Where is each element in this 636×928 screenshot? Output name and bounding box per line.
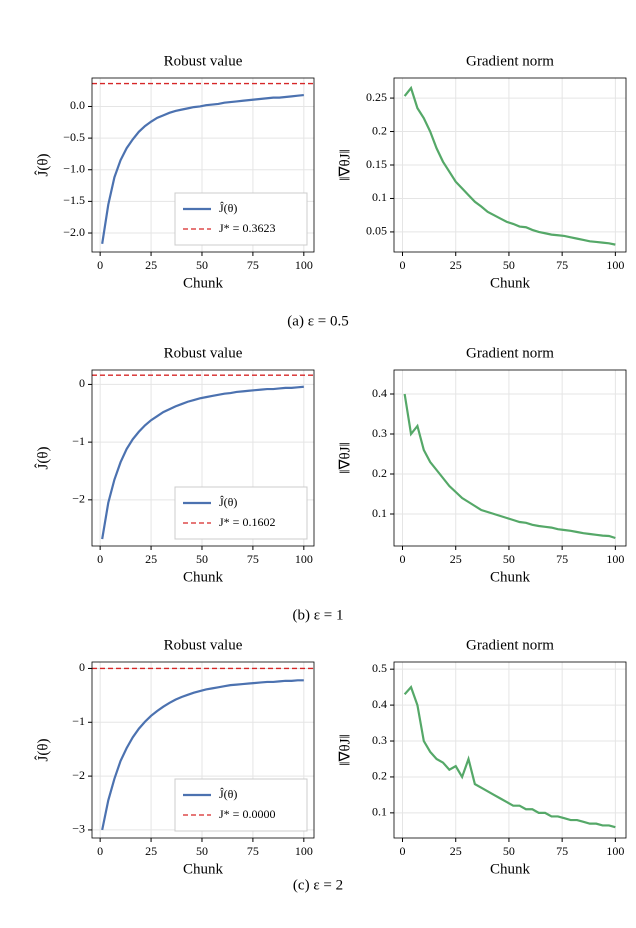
y-tick-label: −3 bbox=[72, 822, 85, 836]
y-axis-label: Ĵ(θ) bbox=[34, 446, 51, 469]
x-tick-label: 25 bbox=[450, 844, 462, 858]
plot-frame bbox=[91, 369, 315, 547]
x-tick-label: 25 bbox=[145, 552, 157, 566]
y-tick-label: −1 bbox=[72, 714, 85, 728]
plot-frame bbox=[393, 661, 627, 839]
y-tick-label: 0.1 bbox=[372, 805, 387, 819]
x-tick-label: 75 bbox=[556, 258, 568, 272]
x-axis-label: Chunk bbox=[490, 861, 531, 877]
y-tick-label: 0.4 bbox=[372, 386, 387, 400]
y-tick-label: −2 bbox=[72, 768, 85, 782]
chart-title: Robust value bbox=[164, 345, 243, 361]
x-tick-label: 0 bbox=[97, 258, 103, 272]
legend-label: J* = 0.3623 bbox=[219, 221, 275, 235]
y-axis-label: Ĵ(θ) bbox=[34, 153, 51, 176]
data-line bbox=[403, 685, 616, 829]
x-axis-label: Chunk bbox=[183, 861, 224, 877]
x-tick-label: 0 bbox=[400, 258, 406, 272]
plot-frame bbox=[393, 77, 627, 253]
data-line bbox=[403, 85, 616, 246]
y-tick-label: 0.2 bbox=[372, 466, 387, 480]
plot-frame bbox=[91, 77, 315, 253]
data-line bbox=[403, 393, 616, 540]
y-axis-label: Ĵ(θ) bbox=[34, 738, 51, 761]
x-tick-label: 100 bbox=[295, 258, 313, 272]
x-tick-label: 50 bbox=[503, 552, 515, 566]
legend-label: Ĵ(θ) bbox=[219, 787, 237, 801]
chart-title: Gradient norm bbox=[466, 345, 554, 361]
y-tick-label: −1.0 bbox=[63, 161, 85, 175]
legend-box bbox=[174, 486, 308, 540]
x-tick-label: 50 bbox=[503, 844, 515, 858]
x-tick-label: 25 bbox=[145, 844, 157, 858]
y-tick-label: 0.05 bbox=[366, 224, 387, 238]
y-tick-label: −1.5 bbox=[63, 193, 85, 207]
x-tick-label: 75 bbox=[556, 552, 568, 566]
y-tick-label: 0.25 bbox=[366, 90, 387, 104]
x-tick-label: 50 bbox=[503, 258, 515, 272]
caption: (a) ε = 0.5 bbox=[287, 313, 348, 329]
y-tick-label: −2.0 bbox=[63, 225, 85, 239]
y-tick-label: 0.1 bbox=[372, 506, 387, 520]
x-tick-label: 75 bbox=[556, 844, 568, 858]
x-tick-label: 100 bbox=[295, 844, 313, 858]
y-tick-label: −0.5 bbox=[63, 130, 85, 144]
data-line bbox=[101, 679, 304, 831]
x-tick-label: 0 bbox=[400, 844, 406, 858]
y-tick-label: 0 bbox=[79, 660, 85, 674]
x-tick-label: 25 bbox=[450, 258, 462, 272]
y-tick-label: −2 bbox=[72, 492, 85, 506]
chart-title: Gradient norm bbox=[466, 53, 554, 69]
x-tick-label: 100 bbox=[606, 844, 624, 858]
legend-label: Ĵ(θ) bbox=[219, 495, 237, 509]
y-tick-label: 0.3 bbox=[372, 733, 387, 747]
x-axis-label: Chunk bbox=[490, 275, 531, 291]
x-tick-label: 50 bbox=[196, 552, 208, 566]
x-axis-label: Chunk bbox=[183, 275, 224, 291]
y-tick-label: 0.15 bbox=[366, 157, 387, 171]
y-tick-label: 0.2 bbox=[372, 123, 387, 137]
y-tick-label: 0.0 bbox=[70, 98, 85, 112]
y-axis-label: ‖∇θJ‖ bbox=[337, 149, 353, 180]
x-tick-label: 100 bbox=[295, 552, 313, 566]
caption: (b) ε = 1 bbox=[293, 607, 344, 623]
y-axis-label: ‖∇θJ‖ bbox=[337, 442, 353, 473]
legend-box bbox=[174, 192, 308, 246]
y-tick-label: 0.4 bbox=[372, 697, 387, 711]
y-tick-label: −1 bbox=[72, 434, 85, 448]
legend-label: J* = 0.1602 bbox=[219, 515, 275, 529]
x-tick-label: 50 bbox=[196, 844, 208, 858]
x-tick-label: 25 bbox=[450, 552, 462, 566]
legend-label: Ĵ(θ) bbox=[219, 201, 237, 215]
y-tick-label: 0.5 bbox=[372, 661, 387, 675]
x-tick-label: 25 bbox=[145, 258, 157, 272]
x-tick-label: 0 bbox=[97, 552, 103, 566]
data-line bbox=[101, 385, 304, 540]
plot-frame bbox=[91, 661, 315, 839]
y-tick-label: 0 bbox=[79, 376, 85, 390]
x-tick-label: 75 bbox=[247, 552, 259, 566]
x-tick-label: 100 bbox=[606, 552, 624, 566]
x-tick-label: 0 bbox=[400, 552, 406, 566]
x-tick-label: 50 bbox=[196, 258, 208, 272]
x-axis-label: Chunk bbox=[183, 569, 224, 585]
data-line bbox=[101, 93, 304, 244]
legend-label: J* = 0.0000 bbox=[219, 807, 275, 821]
chart-title: Robust value bbox=[164, 53, 243, 69]
y-tick-label: 0.3 bbox=[372, 426, 387, 440]
legend-box bbox=[174, 778, 308, 832]
y-tick-label: 0.1 bbox=[372, 190, 387, 204]
x-tick-label: 75 bbox=[247, 258, 259, 272]
x-tick-label: 100 bbox=[606, 258, 624, 272]
x-axis-label: Chunk bbox=[490, 569, 531, 585]
y-tick-label: 0.2 bbox=[372, 769, 387, 783]
y-axis-label: ‖∇θJ‖ bbox=[337, 734, 353, 765]
chart-title: Gradient norm bbox=[466, 637, 554, 653]
chart-title: Robust value bbox=[164, 637, 243, 653]
plot-frame bbox=[393, 369, 627, 547]
caption: (c) ε = 2 bbox=[293, 877, 343, 893]
x-tick-label: 75 bbox=[247, 844, 259, 858]
x-tick-label: 0 bbox=[97, 844, 103, 858]
